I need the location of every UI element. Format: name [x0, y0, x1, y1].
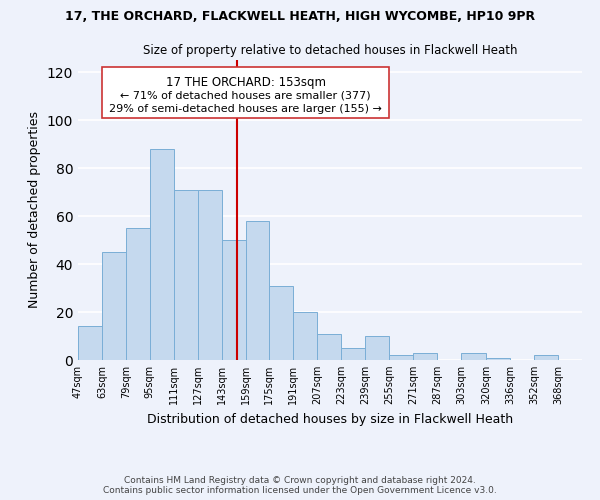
Bar	[534, 355, 558, 360]
Bar	[486, 358, 510, 360]
Bar	[413, 353, 437, 360]
Text: ← 71% of detached houses are smaller (377): ← 71% of detached houses are smaller (37…	[120, 90, 371, 100]
Bar	[365, 336, 389, 360]
Bar	[293, 312, 317, 360]
Bar	[126, 228, 150, 360]
FancyBboxPatch shape	[102, 67, 389, 117]
Bar	[245, 221, 269, 360]
X-axis label: Distribution of detached houses by size in Flackwell Heath: Distribution of detached houses by size …	[147, 412, 513, 426]
Bar	[197, 190, 221, 360]
Bar	[269, 286, 293, 360]
Text: 17 THE ORCHARD: 153sqm: 17 THE ORCHARD: 153sqm	[166, 76, 326, 88]
Bar	[221, 240, 245, 360]
Y-axis label: Number of detached properties: Number of detached properties	[28, 112, 41, 308]
Bar	[174, 190, 197, 360]
Bar	[389, 355, 413, 360]
Bar	[317, 334, 341, 360]
Bar	[78, 326, 102, 360]
Title: Size of property relative to detached houses in Flackwell Heath: Size of property relative to detached ho…	[143, 44, 517, 58]
Bar	[341, 348, 365, 360]
Text: Contains HM Land Registry data © Crown copyright and database right 2024.
Contai: Contains HM Land Registry data © Crown c…	[103, 476, 497, 495]
Bar	[461, 353, 486, 360]
Bar	[150, 149, 174, 360]
Text: 17, THE ORCHARD, FLACKWELL HEATH, HIGH WYCOMBE, HP10 9PR: 17, THE ORCHARD, FLACKWELL HEATH, HIGH W…	[65, 10, 535, 23]
Text: 29% of semi-detached houses are larger (155) →: 29% of semi-detached houses are larger (…	[109, 104, 382, 115]
Bar	[102, 252, 126, 360]
